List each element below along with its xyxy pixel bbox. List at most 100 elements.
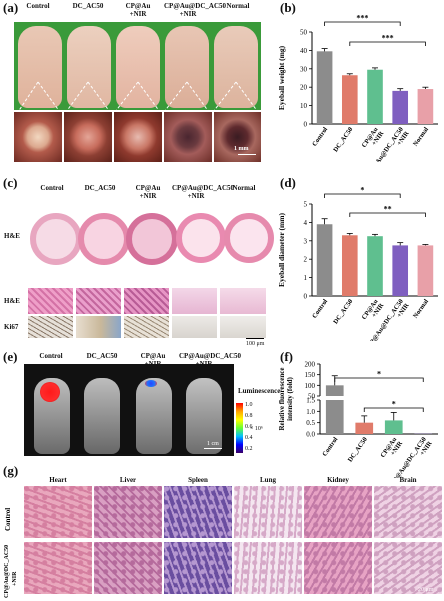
y-tick-label-lower: 0.0 [306,431,315,439]
bar-4 [417,245,434,296]
eye-closeup-cpaudc [164,112,212,162]
he-tile-4 [172,288,217,314]
y-tick-label-upper: 200 [305,361,316,369]
organ-label-kidney: Kidney [327,476,349,484]
group-label-c-4: Normal [232,184,256,192]
group-label-c-0: Control [40,184,64,192]
zoom-lines [17,81,259,113]
group-label-a-3: CP@Au@DC_AC50 +NIR [164,2,227,18]
row-label-treated-g: CP@Au@DC_AC50 +NIR [4,545,18,598]
group-label-c-3: CP@Au@DC_AC50 +NIR [172,184,235,200]
panel-c-label: (c) [3,175,18,190]
category-label-2: CP@Au+NIR [361,298,386,325]
mouse-5 [214,26,258,108]
scale-bar-e [204,448,222,449]
group-label-e-0: Control [39,352,63,360]
mouse-ivis-3 [136,378,172,454]
y-tick-label-upper: 150 [305,371,316,379]
significance-bracket-1 [349,212,426,217]
row-label-ki67: Ki67 [4,323,19,331]
svg-text:+NIR: +NIR [12,571,18,586]
significance-bracket-0 [324,21,401,26]
eye-closeups: 1 mm [14,112,261,162]
panel-g-label: (g) [3,463,19,478]
colorbar-tick-1: 0.8 [245,413,253,419]
ki67-tile-3 [124,316,169,338]
significance-mark-0: *** [356,14,368,23]
bar-2 [367,236,383,296]
y-axis-label: Eyeball weight (mg) [277,45,286,110]
bar-upper-0 [325,385,344,396]
ki67-tile-5 [220,316,266,338]
luminescence-signal-control [40,382,60,402]
significance-bracket-1 [349,41,426,46]
chart-eyeball-diameter: 0 1 2 3 4 5 Eyeball diameter (mm) Control DC_AC5… [277,186,438,341]
histology-heart-row0 [24,486,92,538]
colorbar-title: Luminescence [238,387,281,395]
y-axis-label: Relative fluorescenceintensity (fold) [278,367,294,430]
category-label-4: Normal [412,298,430,320]
ivis-image: 1 cm [24,364,234,456]
group-label-e-1: DC_AC50 [86,352,118,360]
panel-b-label: (b) [280,0,296,15]
y-tick-label: 5 [304,201,308,209]
scale-text-a: 1 mm [234,146,249,152]
organ-label-spleen: Spleen [188,476,208,484]
bar-0 [316,51,333,124]
group-label-a-1: DC_AC50 [72,2,104,10]
histology-liver-row0 [94,486,162,538]
he-histology-row [28,288,266,314]
chart-eyeball-weight: 0 10 20 30 40 50 Eyeball weight (mg) Control DC_… [277,14,438,162]
bar-1 [355,422,374,434]
y-tick-label: 0 [304,121,308,129]
significance-mark-1: * [392,400,396,409]
colorbar-tick-4: 0.2 [245,446,253,452]
section-cpaudc [176,213,226,263]
y-tick-label-lower: 0.5 [306,419,315,427]
mouse-1 [18,26,62,108]
scale-text-g: 20 μm [418,587,434,593]
luminescence-colorbar [236,403,243,453]
group-label-c-1: DC_AC50 [84,184,116,192]
histology-heart-row1 [24,542,92,594]
mice-photo-strip [14,22,261,110]
bar-1 [341,235,358,296]
category-label-2: CP@Au+NIR [361,126,386,153]
panel-d-label: (d) [280,175,296,190]
mouse-ivis-2 [84,378,120,454]
histology-kidney-row1 [304,542,372,594]
significance-bracket-0 [324,193,401,198]
he-tile-2 [76,288,121,314]
y-tick-label-upper: 100 [305,382,316,390]
histology-brain-row0 [374,486,442,538]
mouse-2 [67,26,111,108]
y-tick-label: 2 [304,256,308,264]
section-cpau [126,213,178,265]
y-tick-label-lower: 1.0 [306,408,315,416]
histology-spleen-row1 [164,542,232,594]
organ-label-heart: Heart [49,476,67,484]
bar-2 [384,420,403,434]
section-normal [224,213,274,263]
category-label-2: CP@Au+NIR [379,436,404,463]
chart-fluorescence: 50 100 150 200 0.0 0.5 1.0 1.5 Relative fluoresc… [278,361,438,478]
eye-closeup-control [14,112,62,162]
panel-f-label: (f) [280,349,293,364]
eye-closeup-cpau [114,112,162,162]
histology-spleen-row0 [164,486,232,538]
category-label-1: DC_AC50 [332,298,354,325]
scale-text-e: 1 cm [207,441,219,447]
y-tick-label-upper: 50 [308,393,316,401]
bar-3 [392,90,409,124]
mouse-ivis-4 [186,378,222,454]
ki67-tile-2 [76,316,121,338]
row-label-control-g: Control [4,508,12,531]
mouse-3 [116,26,160,108]
ki67-row [28,316,266,338]
category-label-4: Normal [412,126,430,148]
significance-mark-0: * [377,370,381,379]
category-label-0: Control [311,298,329,320]
panel-e-label: (e) [3,349,18,364]
bar-0 [316,224,333,296]
bar-lower-0 [325,400,344,434]
